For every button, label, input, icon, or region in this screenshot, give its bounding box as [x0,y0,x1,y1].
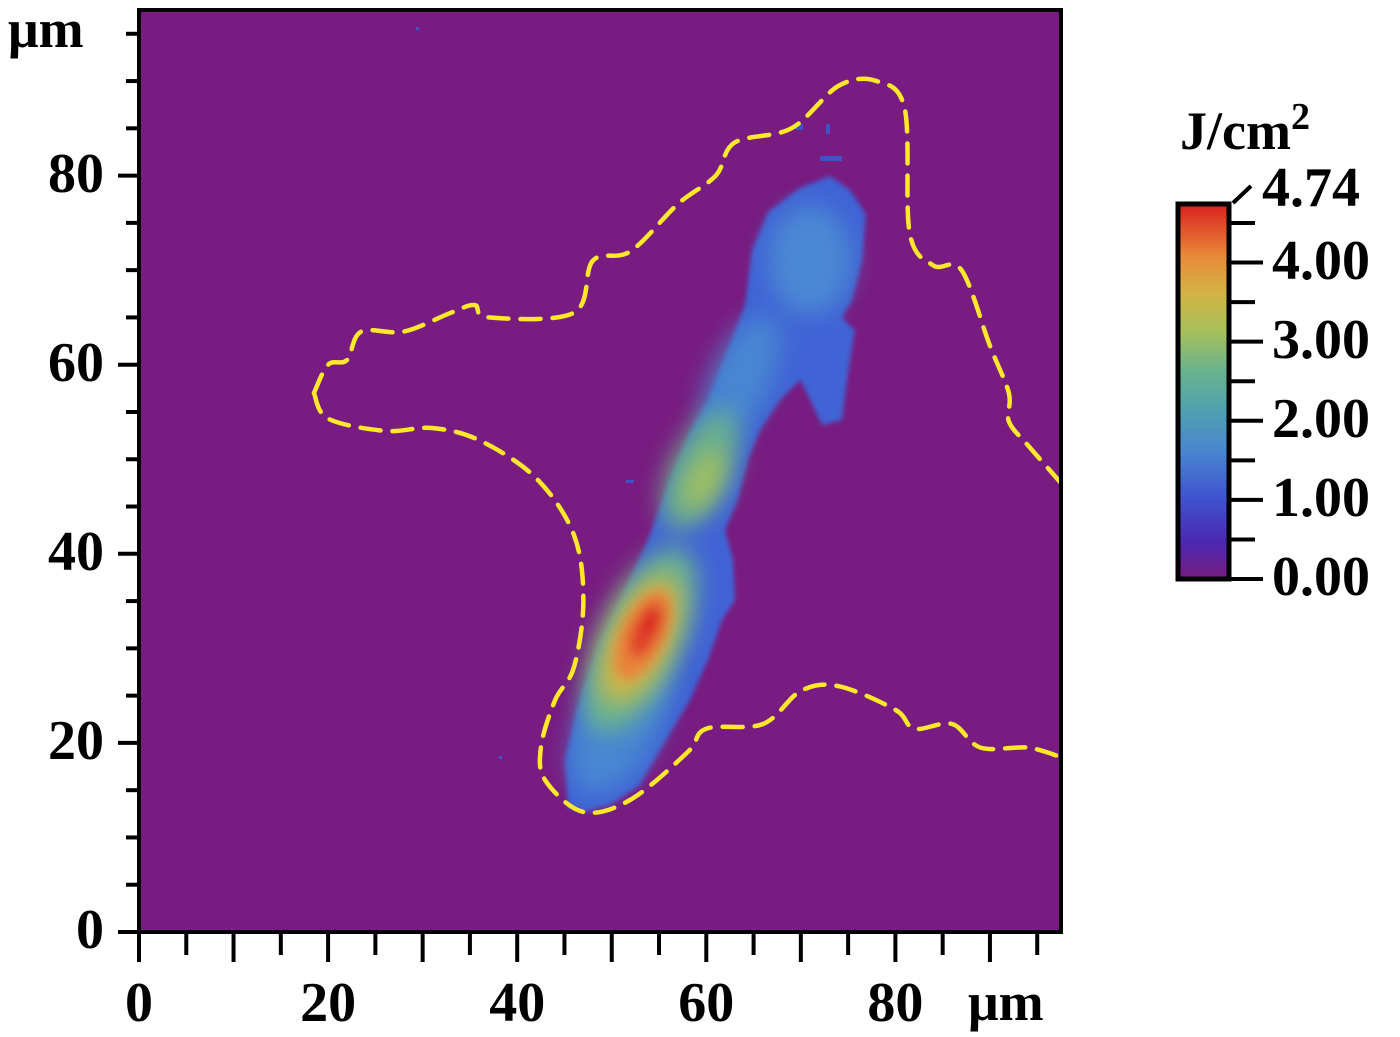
x-tick-label: 60 [678,972,735,1034]
y-axis-ticks [118,31,139,934]
colorbar-gradient [1175,201,1232,582]
colorbar-tick-label: 0.00 [1272,546,1370,608]
colorbar [1175,184,1263,582]
colorbar-tick-label: 3.00 [1272,308,1370,371]
dashed-contour [311,76,1061,815]
fluence-streak [416,27,866,812]
plot-frame [137,8,1063,934]
y-tick-label: 0 [76,899,104,961]
colorbar-tick-label: 2.00 [1272,387,1370,450]
colorbar-tick-label: 1.00 [1272,466,1370,529]
x-tick-label: 40 [489,972,546,1034]
colorbar-title: J/cm2 [1180,98,1310,161]
y-tick-label: 80 [48,142,104,205]
y-axis-unit-label: μm [8,0,84,59]
colorbar-unit: J/cm [1180,101,1291,161]
colorbar-max-leader [1231,184,1253,205]
colorbar-max-label: 4.74 [1262,157,1360,219]
y-tick-label: 60 [48,331,104,394]
x-axis-ticks [137,932,1040,962]
y-tick-label: 40 [48,520,104,583]
colorbar-tick-label: 4.00 [1272,229,1370,292]
x-axis-unit-label: μm [968,972,1044,1032]
x-tick-label: 0 [125,972,153,1034]
colorbar-ticks [1231,220,1263,581]
colorbar-unit-exponent: 2 [1290,96,1310,138]
x-tick-label: 80 [867,972,924,1034]
x-tick-label: 20 [300,972,357,1034]
y-tick-label: 20 [48,709,104,772]
